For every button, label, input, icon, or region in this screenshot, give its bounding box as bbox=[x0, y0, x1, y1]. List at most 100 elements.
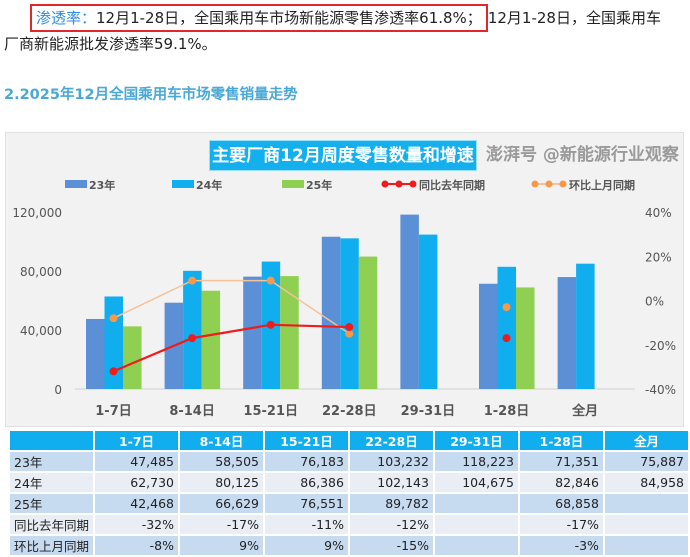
table-cell: 82,846 bbox=[517, 471, 605, 494]
y2-tick-label: 40% bbox=[645, 206, 672, 220]
row-label: 25年 bbox=[7, 492, 96, 515]
bar-24年 bbox=[418, 234, 438, 389]
header-cell: 1-7日 bbox=[93, 429, 180, 452]
legend-marker bbox=[545, 180, 553, 188]
header-cell: 全月 bbox=[602, 429, 690, 452]
legend-swatch bbox=[65, 180, 87, 188]
table-row: 24年 62,730 80,125 86,386 102,143 104,675 82,84… bbox=[7, 471, 690, 494]
row-label: 24年 bbox=[7, 471, 96, 494]
bar-23年 bbox=[86, 318, 105, 389]
line-同比去年同期 bbox=[113, 323, 350, 373]
bar-24年 bbox=[340, 238, 359, 389]
line-环比上月同期 bbox=[113, 279, 350, 335]
point-环比上月同期 bbox=[345, 329, 354, 338]
table-cell: 102,143 bbox=[347, 471, 435, 494]
header-cell: 22-28日 bbox=[347, 429, 435, 452]
table-cell: 104,675 bbox=[432, 471, 520, 494]
table-cell: 68,858 bbox=[517, 492, 605, 515]
bar-23年 bbox=[321, 236, 341, 389]
bar-25年 bbox=[516, 287, 535, 389]
table-cell: 58,505 bbox=[178, 450, 265, 473]
paragraph-penetration: 渗透率：12月1-28日，全国乘用车市场新能源零售渗透率61.8%； 12月1-2… bbox=[0, 4, 661, 32]
highlight-box: 渗透率：12月1-28日，全国乘用车市场新能源零售渗透率61.8%； bbox=[30, 4, 488, 32]
table-cell: -17% bbox=[178, 513, 265, 536]
table-cell bbox=[602, 492, 690, 515]
bar-23年 bbox=[557, 277, 577, 389]
x-tick-label: 8-14日 bbox=[169, 404, 215, 419]
table-cell bbox=[602, 534, 690, 557]
legend-label: 环比上月同期 bbox=[569, 178, 635, 192]
table-cell: 71,351 bbox=[517, 450, 605, 473]
bar-23年 bbox=[243, 276, 262, 389]
table-cell: 42,468 bbox=[93, 492, 180, 515]
bar-23年 bbox=[400, 214, 419, 389]
bar-25年 bbox=[123, 326, 142, 389]
table-cell: 86,386 bbox=[262, 471, 350, 494]
y2-tick-label: 20% bbox=[645, 250, 672, 264]
legend-marker bbox=[395, 180, 403, 188]
legend-label: 23年 bbox=[89, 178, 115, 192]
legend-swatch bbox=[172, 180, 194, 188]
y2-tick-label: 0% bbox=[645, 295, 664, 309]
bar-24年 bbox=[104, 296, 123, 389]
table-cell: -3% bbox=[517, 534, 605, 557]
table-cell: -12% bbox=[347, 513, 435, 536]
header-cell: 1-28日 bbox=[517, 429, 605, 452]
table-cell bbox=[432, 534, 520, 557]
section-heading: 2.2025年12月全国乘用车市场零售销量走势 bbox=[4, 87, 298, 103]
legend-label: 同比去年同期 bbox=[419, 178, 485, 192]
watermark: 澎湃号 @新能源行业观察 bbox=[486, 145, 679, 165]
legend-marker bbox=[381, 180, 389, 188]
table-cell: 103,232 bbox=[347, 450, 435, 473]
header-cell: 8-14日 bbox=[178, 429, 265, 452]
legend-label: 25年 bbox=[306, 178, 332, 192]
bar-25年 bbox=[201, 290, 221, 389]
table-cell bbox=[432, 513, 520, 536]
x-tick-label: 全月 bbox=[571, 403, 598, 419]
table-cell: -17% bbox=[517, 513, 605, 536]
bar-24年 bbox=[576, 263, 595, 389]
table-cell: 118,223 bbox=[432, 450, 520, 473]
table-cell: 47,485 bbox=[93, 450, 180, 473]
y2-tick-label: -40% bbox=[645, 383, 676, 397]
legend-marker bbox=[559, 180, 567, 188]
bar-24年 bbox=[183, 270, 202, 389]
point-同比去年同期 bbox=[109, 367, 118, 376]
table-cell: 80,125 bbox=[178, 471, 265, 494]
table-cell: 89,782 bbox=[347, 492, 435, 515]
x-tick-label: 29-31日 bbox=[401, 404, 456, 419]
y-tick-label: 120,000 bbox=[12, 206, 62, 220]
table-cell: 84,958 bbox=[602, 471, 690, 494]
table-row: 同比去年同期 -32% -17% -11% -12% -17% bbox=[7, 513, 690, 536]
label: 渗透率： bbox=[36, 9, 97, 27]
chart: 23年 24年 25年 同比去年同期 环比上月同期 120,000 80,000 40,000… bbox=[12, 178, 676, 419]
y-tick-label: 80,000 bbox=[20, 265, 62, 279]
table-cell: 9% bbox=[262, 534, 350, 557]
data-table: 1-7日 8-14日 15-21日 22-28日 29-31日 1-28日 全月 23年 47,… bbox=[7, 429, 690, 557]
point-同比去年同期 bbox=[502, 334, 511, 343]
table-cell: -8% bbox=[93, 534, 180, 557]
table-cell: 62,730 bbox=[93, 471, 180, 494]
x-tick-label: 22-28日 bbox=[322, 404, 377, 419]
paragraph-wholesale: 厂商新能源批发渗透率59.1%。 bbox=[4, 35, 217, 53]
legend-label: 24年 bbox=[196, 178, 222, 192]
table-cell: 76,551 bbox=[262, 492, 350, 515]
table-cell bbox=[602, 513, 690, 536]
legend-marker bbox=[531, 180, 539, 188]
table-cell: -15% bbox=[347, 534, 435, 557]
x-tick-label: 15-21日 bbox=[243, 404, 298, 419]
row-label: 23年 bbox=[7, 450, 96, 473]
bar-24年 bbox=[497, 266, 516, 389]
y-tick-label: 40,000 bbox=[20, 324, 62, 338]
x-tick-label: 1-7日 bbox=[95, 404, 132, 419]
table-header: 1-7日 8-14日 15-21日 22-28日 29-31日 1-28日 全月 bbox=[7, 429, 690, 452]
table-cell bbox=[432, 492, 520, 515]
row-label: 环比上月同期 bbox=[7, 534, 96, 557]
header-cell: 15-21日 bbox=[262, 429, 350, 452]
table-cell: -11% bbox=[262, 513, 350, 536]
table-cell: 66,629 bbox=[178, 492, 265, 515]
chart-title: 主要厂商12月周度零售数量和增速 bbox=[209, 140, 477, 171]
bar-25年 bbox=[280, 276, 299, 389]
legend-marker bbox=[409, 180, 417, 188]
point-环比上月同期 bbox=[502, 303, 511, 312]
